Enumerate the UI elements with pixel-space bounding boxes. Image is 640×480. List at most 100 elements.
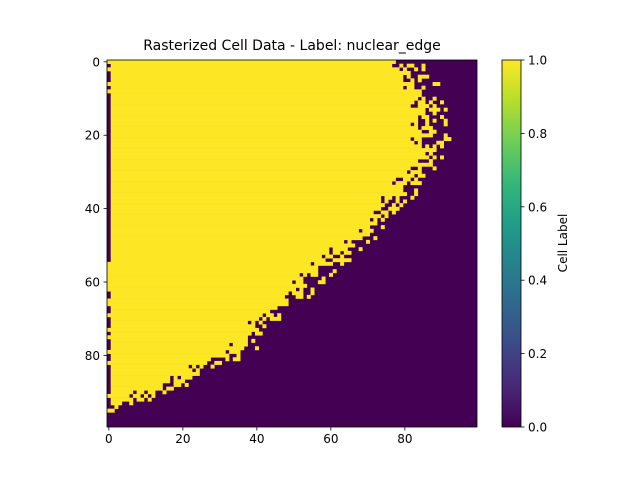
heatmap-cell-run (428, 129, 437, 134)
heatmap-cell-run (110, 368, 193, 373)
heatmap-cell-run (110, 199, 382, 204)
heatmap-cell-run (232, 357, 241, 362)
y-tick-label: 20 (85, 129, 100, 143)
heatmap-cell-run (107, 287, 296, 292)
heatmap-cell-run (110, 239, 345, 244)
x-tick-label: 60 (323, 432, 338, 446)
heatmap-cell-run (110, 371, 200, 376)
heatmap-cell-run (332, 247, 348, 252)
heatmap-cell-run (417, 140, 422, 145)
heatmap-cell-run (428, 107, 441, 112)
heatmap-cell-run (166, 386, 174, 391)
heatmap-cell-run (132, 393, 141, 398)
x-tick-label: 0 (105, 432, 113, 446)
heatmap-cell-run (110, 144, 422, 149)
heatmap-cell-run (432, 111, 437, 116)
heatmap-cell-run (414, 67, 419, 72)
heatmap-cell-run (414, 137, 422, 142)
heatmap-cell-run (110, 93, 422, 97)
heatmap-cell-run (417, 100, 426, 105)
heatmap-cell-run (440, 100, 444, 105)
heatmap-cell-run (232, 342, 248, 347)
heatmap-cell-run (107, 313, 263, 318)
heatmap-cell-run (110, 155, 430, 160)
heatmap-cell-run (107, 89, 422, 94)
heatmap-cell-run (310, 272, 319, 277)
heatmap-cell-run (173, 379, 185, 384)
heatmap-cell-run (443, 137, 452, 142)
heatmap-cell-run (110, 342, 230, 347)
heatmap-cell-run (255, 331, 263, 336)
heatmap-cell-run (107, 302, 289, 307)
colorbar-ticks: 0.0 0.2 0.4 0.6 0.8 1.0 (521, 54, 547, 435)
heatmap-cell-run (421, 63, 426, 68)
colorbar-tick-label: 0.6 (528, 200, 547, 214)
heatmap-cell-run (251, 338, 256, 343)
heatmap-cell-run (110, 78, 404, 83)
heatmap-cell-run (406, 74, 411, 79)
heatmap-cell-run (262, 316, 267, 321)
heatmap-cell-run (395, 199, 400, 204)
heatmap-cell-run (428, 151, 433, 156)
heatmap-cell-run (110, 181, 393, 186)
heatmap-cell-run (417, 78, 422, 83)
heatmap-cell-run (410, 181, 422, 186)
heatmap-cell-run (107, 67, 400, 72)
heatmap-cell-run (107, 298, 289, 303)
heatmap-cell-run (110, 401, 123, 406)
heatmap-cell-run (110, 74, 404, 79)
heatmap-cell-run (107, 82, 415, 86)
heatmap-cell-run (129, 401, 134, 406)
heatmap-cell-run (428, 100, 433, 105)
heatmap-cell-run (147, 397, 152, 402)
heatmap-cell-run (147, 390, 156, 395)
heatmap-cell-run (110, 305, 278, 310)
heatmap-cell-run (110, 140, 415, 145)
heatmap-cell-run (110, 357, 211, 362)
heatmap-cell-run (410, 170, 422, 175)
heatmap-cell-run (107, 360, 208, 365)
heatmap-cell-run (428, 159, 433, 164)
y-tick-label: 0 (92, 55, 100, 69)
heatmap-cell-run (295, 280, 304, 285)
heatmap-cell-run (110, 63, 393, 68)
heatmap-cell-run (229, 349, 241, 354)
heatmap-cell-run (292, 291, 304, 296)
plot-frame (106, 59, 478, 428)
heatmap-cell-run (332, 258, 352, 263)
heatmap-cell-run (136, 390, 145, 395)
heatmap-cell-run (110, 96, 419, 101)
heatmap-cell-run (403, 177, 411, 182)
heatmap-cell-run (443, 118, 448, 123)
heatmap-cell-run (432, 118, 437, 123)
heatmap-cell-run (214, 360, 222, 365)
heatmap-cell-run (107, 349, 226, 354)
heatmap-cell-run (251, 320, 256, 325)
heatmap-cell-run (110, 100, 415, 105)
heatmap-cell-run (317, 280, 326, 285)
heatmap-cell-run (380, 225, 385, 230)
heatmap-cell-run (110, 236, 363, 241)
heatmap-cell-run (432, 155, 437, 160)
heatmap-cell-run (210, 364, 215, 369)
heatmap-cell-run (107, 60, 396, 64)
heatmap-cell-run (107, 393, 130, 398)
heatmap-cell-run (421, 115, 430, 120)
heatmap-cell-run (414, 122, 419, 127)
heatmap-cell-run (110, 320, 248, 325)
heatmap-cell-run (114, 404, 119, 409)
heatmap-cell-run (277, 313, 282, 318)
heatmap-cell-run (110, 309, 271, 314)
heatmap-cell-run (425, 144, 430, 149)
heatmap-cell-run (110, 386, 163, 391)
heatmap-cell-run (110, 192, 407, 197)
heatmap-cell-run (110, 353, 230, 358)
heatmap-cell-run (195, 368, 200, 373)
heatmap-cell-run (110, 217, 370, 222)
heatmap-cell-run (110, 364, 189, 369)
x-tick-label: 20 (175, 432, 190, 446)
heatmap-cell-run (110, 247, 330, 252)
heatmap-cell-run (110, 291, 289, 296)
heatmap-cell-run (266, 313, 274, 318)
